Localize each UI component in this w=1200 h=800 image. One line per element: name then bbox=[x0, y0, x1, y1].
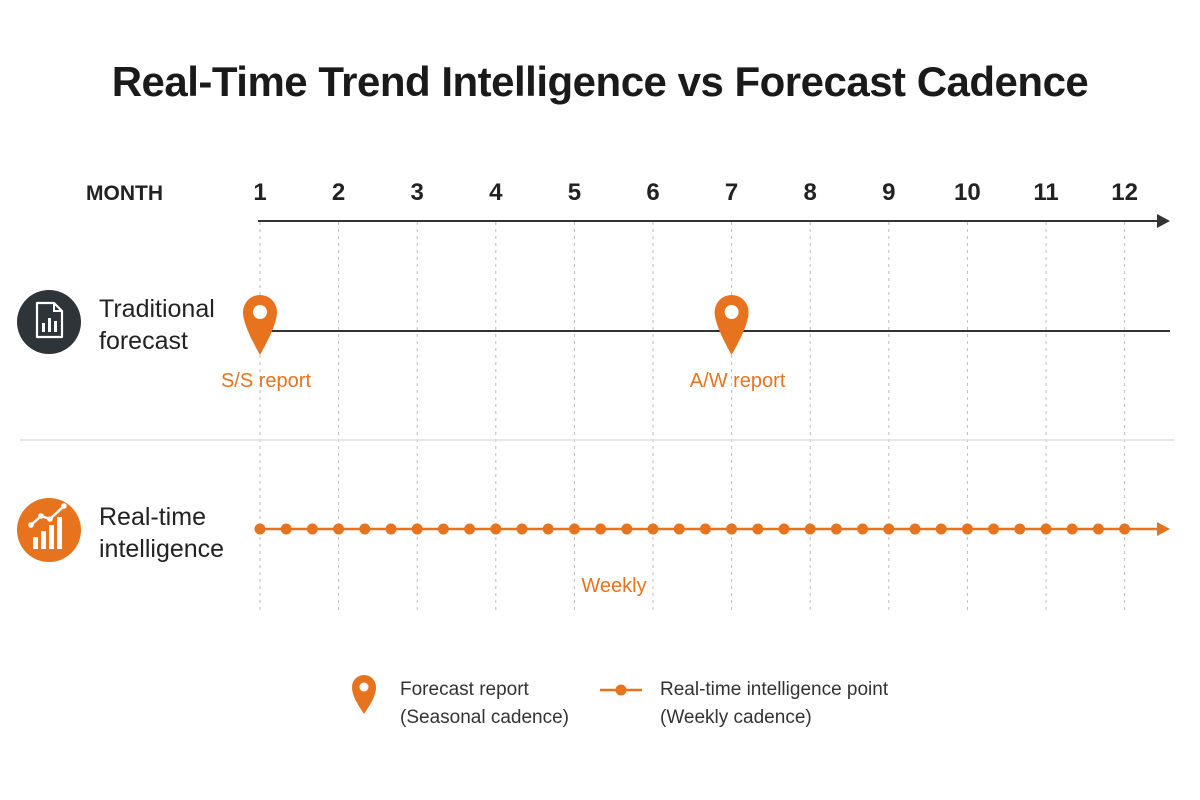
traditional-label-line2: forecast bbox=[99, 327, 188, 355]
legend-pin-icon bbox=[352, 675, 376, 714]
trend-dot bbox=[61, 503, 67, 509]
month-label: 10 bbox=[954, 179, 981, 206]
trend-bar-2 bbox=[41, 531, 46, 549]
month-label: 2 bbox=[332, 179, 345, 206]
forecast-report-marker: A/W report bbox=[690, 295, 786, 392]
month-label: 1 bbox=[253, 179, 266, 206]
realtime-intelligence-point bbox=[752, 523, 764, 535]
forecast-markers: S/S report A/W report bbox=[221, 294, 786, 392]
realtime-intelligence-point bbox=[516, 523, 528, 535]
trend-dot bbox=[38, 513, 44, 519]
trend-dot bbox=[47, 516, 53, 522]
document-icon-outline bbox=[35, 301, 64, 339]
realtime-label-line2: intelligence bbox=[99, 535, 224, 563]
realtime-intelligence-point bbox=[359, 523, 371, 535]
month-label: 11 bbox=[1033, 179, 1058, 206]
realtime-intelligence-point bbox=[804, 523, 816, 535]
realtime-label-line1: Real-time bbox=[99, 503, 206, 531]
realtime-intelligence-point bbox=[726, 523, 738, 535]
legend-realtime: Real-time intelligence point (Weekly cad… bbox=[660, 676, 888, 732]
axis-arrowhead bbox=[1157, 214, 1170, 228]
legend-pin-hole bbox=[359, 682, 369, 692]
pin-hole bbox=[253, 305, 267, 319]
traditional-label-line1: Traditional bbox=[99, 295, 215, 323]
legend-dot-icon bbox=[615, 684, 627, 696]
month-label: 7 bbox=[725, 179, 738, 206]
forecast-report-label: A/W report bbox=[690, 370, 786, 392]
doc-bar-3 bbox=[54, 321, 57, 332]
page-title: Real-Time Trend Intelligence vs Forecast… bbox=[111, 58, 1089, 105]
realtime-intelligence-point bbox=[1119, 523, 1131, 535]
realtime-intelligence-point bbox=[621, 523, 633, 535]
realtime-intelligence-point bbox=[595, 523, 607, 535]
realtime-intelligence-point bbox=[909, 523, 921, 535]
pin-hole bbox=[724, 305, 739, 319]
legend-forecast-line2: (Seasonal cadence) bbox=[400, 707, 569, 728]
realtime-intelligence-point bbox=[306, 523, 318, 535]
realtime-intelligence-point bbox=[935, 523, 947, 535]
realtime-intelligence-point bbox=[490, 523, 502, 535]
realtime-intelligence-point bbox=[411, 523, 423, 535]
realtime-intelligence-point bbox=[699, 523, 711, 535]
realtime-intelligence-point bbox=[647, 523, 659, 535]
traditional-forecast-row: Traditional forecast S/S report A/W repor… bbox=[17, 290, 1170, 392]
realtime-intelligence-point bbox=[254, 523, 266, 535]
trend-bar-4 bbox=[57, 517, 62, 549]
legend-realtime-line1: Real-time intelligence point bbox=[660, 679, 889, 700]
trend-bar-1 bbox=[33, 537, 38, 549]
realtime-intelligence-point bbox=[542, 523, 554, 535]
weekly-cadence-label: Weekly bbox=[581, 575, 646, 597]
realtime-intelligence-point bbox=[961, 523, 973, 535]
weekly-points bbox=[254, 523, 1131, 535]
grid-lines bbox=[259, 222, 1126, 612]
forecast-report-label: S/S report bbox=[221, 370, 311, 392]
realtime-intelligence-point bbox=[1040, 523, 1052, 535]
location-pin-icon bbox=[714, 295, 749, 355]
realtime-intelligence-point bbox=[883, 523, 895, 535]
forecast-report-marker: S/S report bbox=[221, 294, 311, 392]
realtime-arrowhead bbox=[1157, 522, 1170, 536]
trend-dot bbox=[28, 522, 34, 528]
document-icon-fold bbox=[53, 303, 62, 312]
trend-bar-3 bbox=[49, 525, 54, 549]
realtime-intelligence-point bbox=[673, 523, 685, 535]
realtime-intelligence-point bbox=[437, 523, 449, 535]
month-label: 9 bbox=[882, 179, 895, 206]
axis-label: MONTH bbox=[86, 182, 163, 205]
realtime-intelligence-point bbox=[280, 523, 292, 535]
doc-bar-2 bbox=[48, 318, 51, 332]
realtime-intelligence-point bbox=[778, 523, 790, 535]
realtime-intelligence-point bbox=[333, 523, 345, 535]
realtime-intelligence-row: Real-time intelligence Weekly bbox=[17, 498, 1170, 597]
month-label: 12 bbox=[1111, 179, 1138, 206]
realtime-intelligence-point bbox=[568, 523, 580, 535]
location-pin-icon bbox=[242, 294, 277, 355]
trend-line bbox=[30, 505, 65, 526]
legend-realtime-line2: (Weekly cadence) bbox=[660, 707, 812, 728]
realtime-intelligence-point bbox=[1092, 523, 1104, 535]
legend-forecast-line1: Forecast report bbox=[400, 679, 529, 700]
realtime-intelligence-point bbox=[857, 523, 869, 535]
realtime-intelligence-point bbox=[988, 523, 1000, 535]
legend-forecast: Forecast report (Seasonal cadence) bbox=[400, 676, 569, 732]
month-label: 5 bbox=[568, 179, 581, 206]
month-label: 4 bbox=[489, 179, 503, 206]
month-labels: 1 2 3 4 5 6 7 8 9 10 11 12 bbox=[253, 179, 1138, 206]
realtime-intelligence-point bbox=[1066, 523, 1078, 535]
realtime-intelligence-point bbox=[385, 523, 397, 535]
month-label: 8 bbox=[804, 179, 817, 206]
legend bbox=[352, 675, 642, 714]
realtime-intelligence-point bbox=[830, 523, 842, 535]
month-label: 6 bbox=[646, 179, 659, 206]
doc-bar-1 bbox=[42, 323, 45, 332]
month-label: 3 bbox=[411, 179, 424, 206]
realtime-intelligence-point bbox=[1014, 523, 1026, 535]
realtime-intelligence-point bbox=[464, 523, 476, 535]
